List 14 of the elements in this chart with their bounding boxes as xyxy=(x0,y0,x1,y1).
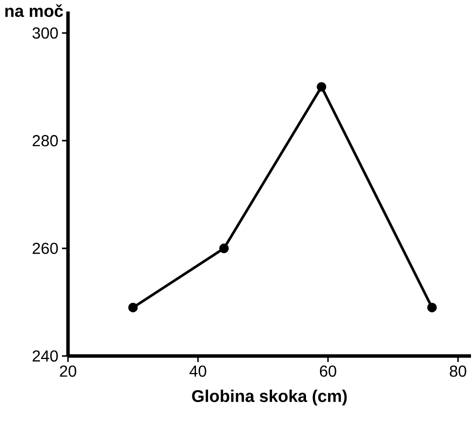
x-axis-title: Globina skoka (cm) xyxy=(192,390,347,406)
point xyxy=(219,244,229,254)
y-tick-label: 240 xyxy=(32,350,58,362)
point xyxy=(128,302,138,312)
x-tick-label: 20 xyxy=(60,366,76,377)
point xyxy=(316,82,326,92)
x-tick-label: 40 xyxy=(189,366,206,377)
y-tick-label: 300 xyxy=(32,27,58,39)
point xyxy=(427,302,437,312)
x-tick-label: 80 xyxy=(450,366,466,377)
y-tick-label: 260 xyxy=(32,242,58,254)
x-tick-label: 60 xyxy=(320,366,336,377)
y-tick-label: 280 xyxy=(32,135,58,146)
y-axis-title: na moč xyxy=(5,4,63,18)
